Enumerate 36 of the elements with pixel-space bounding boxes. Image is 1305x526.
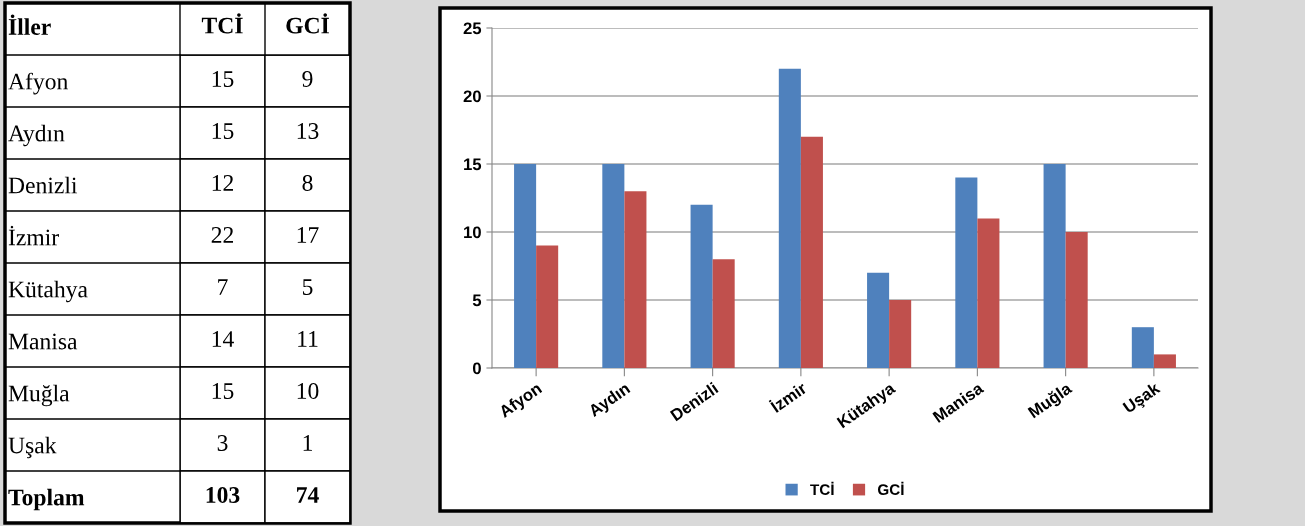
data-label: 10 (297, 382, 319, 399)
data-label: 5 (302, 279, 313, 295)
y-tick-label: Uşak (8, 436, 57, 459)
y-tick-label: İzmir (8, 225, 59, 246)
y-tick-label: 20 (463, 90, 481, 103)
x-tick-label: Uşak (1122, 381, 1163, 417)
data-label: 1 (303, 435, 312, 451)
data-label: 14 (212, 331, 234, 347)
data-label: 22 (211, 227, 233, 243)
y-tick-label: Afyon (8, 72, 68, 95)
y-tick-label: Manisa (8, 333, 78, 350)
y-axis-title: İller (8, 14, 51, 35)
data-label: 9 (302, 71, 313, 87)
data-label: 13 (297, 123, 319, 139)
y-tick-label: 0 (472, 362, 481, 375)
y-tick-label: Denizli (8, 176, 78, 194)
data-label: 11 (298, 331, 318, 347)
legend-label: GCİ (877, 481, 904, 496)
data-label: 15 (212, 71, 234, 87)
data-label: 15 (212, 123, 234, 139)
data-label: 7 (218, 279, 228, 295)
data-label: 74 (297, 487, 319, 503)
data-label: 17 (297, 227, 319, 243)
data-label: 15 (212, 383, 234, 399)
y-tick-label: 25 (463, 22, 482, 35)
y-tick-label: Kütahya (8, 280, 88, 303)
y-tick-label: 15 (464, 158, 482, 171)
data-label: 103 (206, 486, 240, 503)
legend-label: TCİ (810, 481, 834, 496)
y-tick-label: 10 (464, 226, 481, 239)
y-tick-label: Toplam (8, 488, 85, 511)
y-tick-label: 5 (472, 294, 482, 307)
data-label: 8 (302, 174, 313, 191)
y-tick-label: Aydın (8, 124, 65, 147)
data-label: 12 (212, 175, 233, 191)
data-label: 3 (217, 435, 228, 451)
